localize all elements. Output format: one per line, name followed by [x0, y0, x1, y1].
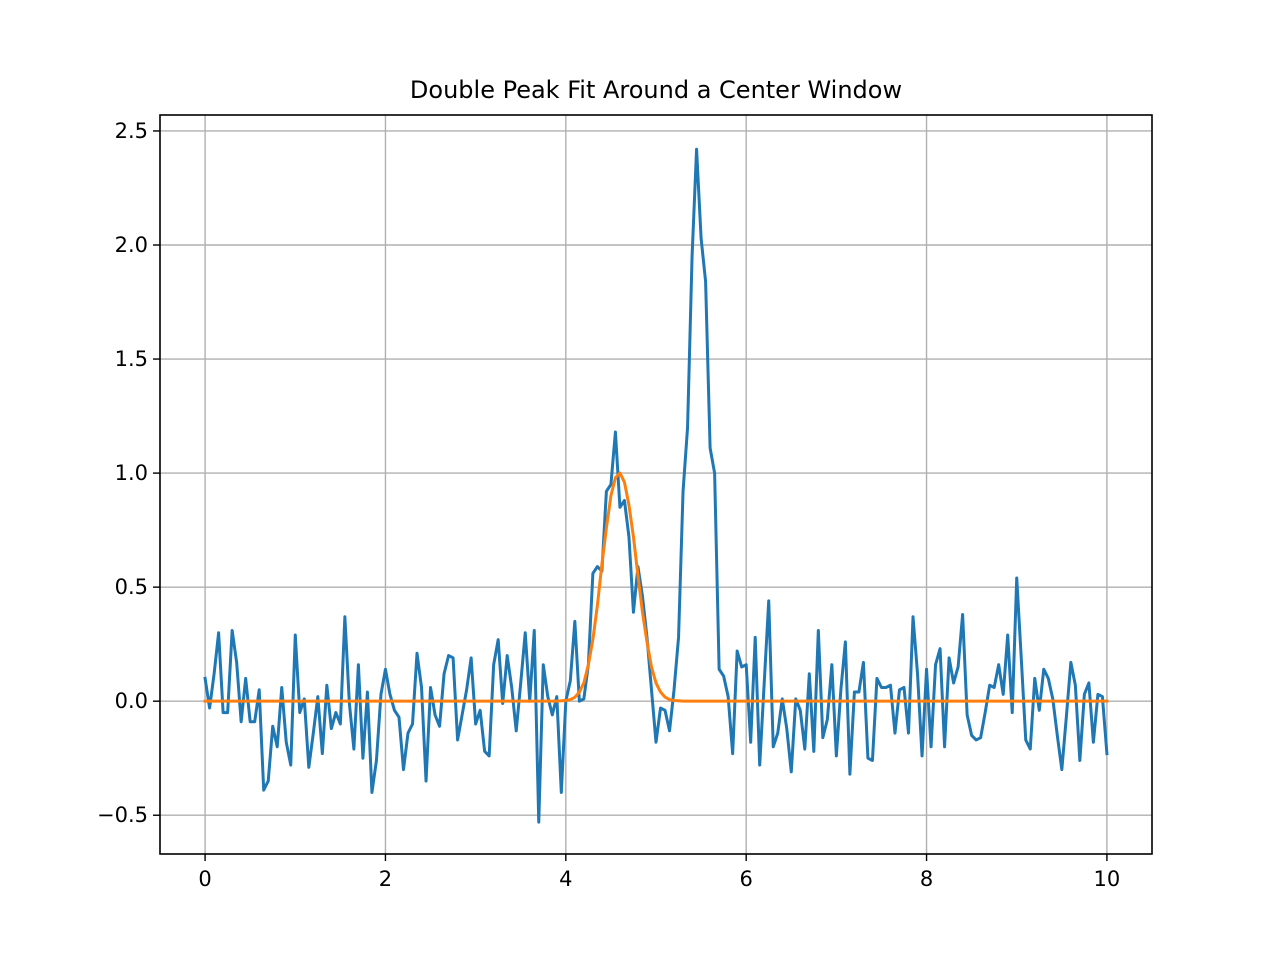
y-tick-label: −0.5 [97, 803, 148, 827]
x-tick-label: 8 [920, 867, 933, 891]
plot-frame [159, 114, 1153, 855]
x-tick-label: 10 [1094, 867, 1121, 891]
axis-ticks: 0 2 4 6 8 10 −0.5 0.0 0.5 1.0 1.5 2.0 2.5 [97, 119, 1120, 891]
x-tick-label: 0 [198, 867, 211, 891]
chart-title: Double Peak Fit Around a Center Window [410, 76, 902, 104]
fit-series-line [203, 471, 1109, 703]
y-tick-label: 0.0 [115, 689, 148, 713]
y-tick-label: 1.5 [115, 347, 148, 371]
data-series-line [203, 147, 1109, 824]
y-tick-label: 0.5 [115, 575, 148, 599]
series-group [203, 147, 1109, 824]
y-tick-label: 1.0 [115, 461, 148, 485]
y-tick-label: 2.0 [115, 233, 148, 257]
x-tick-label: 6 [739, 867, 752, 891]
x-tick-label: 2 [379, 867, 392, 891]
x-tick-label: 4 [559, 867, 572, 891]
grid [160, 115, 1152, 854]
y-tick-label: 2.5 [115, 119, 148, 143]
